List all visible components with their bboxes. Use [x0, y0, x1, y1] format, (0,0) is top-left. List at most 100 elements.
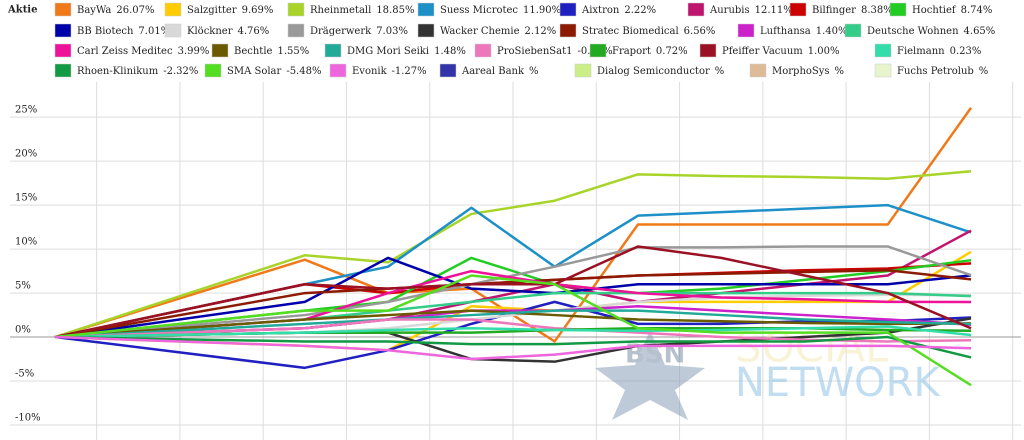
legend-label: BB Biotech 7.01% — [77, 26, 170, 37]
legend-change: -1.27% — [392, 66, 427, 77]
legend-label: Aurubis 12.11% — [709, 5, 793, 16]
legend-swatch — [687, 2, 705, 17]
series-line — [54, 269, 972, 339]
legend-change: % — [529, 66, 539, 77]
legend-label: SMA Solar -5.48% — [227, 66, 321, 77]
series-line — [54, 245, 972, 339]
legend-swatch — [889, 2, 907, 17]
legend-change: 12.11% — [755, 5, 793, 16]
series-line — [54, 335, 972, 361]
legend-swatch — [699, 43, 717, 58]
legend-name: Aixtron — [581, 5, 620, 16]
watermark-line2: NETWORK — [735, 360, 941, 406]
legend-name: Stratec Biomedical — [582, 26, 679, 37]
series-line — [54, 325, 972, 339]
series-line — [54, 309, 972, 339]
legend-change: 1.00% — [808, 46, 840, 57]
legend-name: Suess Microtec — [440, 5, 518, 16]
legend-name: Aareal Bank — [461, 66, 525, 77]
y-tick-label: 20% — [15, 149, 37, 160]
y-tick-label: -5% — [15, 369, 34, 380]
legend-change: 7.03% — [376, 26, 408, 37]
y-tick-label: 15% — [15, 193, 37, 204]
legend-change: -2.32% — [163, 66, 198, 77]
legend-label: Aareal Bank% — [461, 66, 539, 77]
legend-change: 2.22% — [624, 5, 656, 16]
legend-label: Bechtle 1.55% — [234, 46, 309, 57]
legend-change: 1.40% — [816, 26, 848, 37]
legend-swatch — [287, 2, 305, 17]
legend-swatch — [164, 2, 182, 17]
legend-label: Lufthansa 1.40% — [760, 26, 848, 37]
legend-name: Pfeiffer Vacuum — [722, 46, 803, 57]
legend-name: Wacker Chemie — [440, 26, 520, 37]
series-line — [54, 170, 972, 339]
legend-swatch — [474, 43, 492, 58]
grid — [10, 82, 1021, 440]
legend-swatch — [439, 63, 457, 78]
legend-swatch — [417, 2, 435, 17]
legend-label: Suess Microtec 11.90% — [440, 5, 561, 16]
legend-change: 8.38% — [861, 5, 893, 16]
legend-swatch — [874, 43, 892, 58]
legend-label: MorphoSys% — [772, 66, 844, 77]
legend-change: 1.48% — [434, 46, 466, 57]
legend-change: 3.99% — [178, 46, 210, 57]
legend-label: Hochtief 8.74% — [912, 5, 992, 16]
legend-label: Salzgitter 9.69% — [187, 5, 273, 16]
legend-name: Drägerwerk — [310, 26, 372, 37]
y-tick-label: -10% — [15, 413, 41, 424]
series-line — [54, 335, 972, 359]
legend-change: % — [835, 66, 845, 77]
legend-label: Fuchs Petrolub% — [897, 66, 988, 77]
legend-change: 7.01% — [138, 26, 170, 37]
legend-name: Fuchs Petrolub — [897, 66, 974, 77]
legend-name: Lufthansa — [760, 26, 811, 37]
legend-name: Rhoen-Klinikum — [77, 66, 159, 77]
legend-label: Bilfinger 8.38% — [812, 5, 893, 16]
legend-change: 4.76% — [238, 26, 270, 37]
legend-swatch — [324, 43, 342, 58]
legend-swatch — [559, 2, 577, 17]
legend-swatch — [789, 2, 807, 17]
legend-change: 11.90% — [523, 5, 561, 16]
legend-swatch — [749, 63, 767, 78]
series-line — [54, 203, 972, 339]
legend-name: Carl Zeiss Meditec — [77, 46, 173, 57]
legend-name: Hochtief — [912, 5, 957, 16]
legend-name: BB Biotech — [77, 26, 134, 37]
legend-label: Stratec Biomedical 6.56% — [582, 26, 715, 37]
legend-name: Fielmann — [897, 46, 945, 57]
legend-label: Klöckner 4.76% — [187, 26, 269, 37]
legend-name: MorphoSys — [772, 66, 830, 77]
legend-label: Aixtron 2.22% — [581, 5, 656, 16]
legend-name: Klöckner — [187, 26, 233, 37]
legend-swatch — [329, 63, 347, 78]
legend-swatch — [589, 43, 607, 58]
legend-swatch — [54, 2, 72, 17]
legend-change: % — [715, 66, 725, 77]
legend-name: DMG Mori Seiki — [347, 46, 429, 57]
legend-swatch — [164, 23, 182, 38]
legend-change: 26.07% — [116, 5, 154, 16]
legend-swatch — [204, 63, 222, 78]
legend-name: Aurubis — [709, 5, 750, 16]
series-line — [54, 274, 972, 387]
legend-change: % — [979, 66, 989, 77]
legend-change: 4.65% — [964, 26, 996, 37]
legend-label: Evonik -1.27% — [352, 66, 427, 77]
legend-label: Fielmann 0.23% — [897, 46, 981, 57]
legend-name: Rheinmetall — [310, 5, 371, 16]
series-line — [54, 291, 972, 339]
legend-change: 8.74% — [961, 5, 993, 16]
y-tick-label: 0% — [15, 325, 31, 336]
legend-swatch — [54, 63, 72, 78]
legend-label: Rhoen-Klinikum -2.32% — [77, 66, 198, 77]
series-line — [54, 309, 972, 339]
legend-label: Drägerwerk 7.03% — [310, 26, 408, 37]
series-line — [54, 268, 972, 339]
legend-swatch — [737, 23, 755, 38]
series-line — [54, 327, 972, 339]
legend-change: 0.72% — [656, 46, 688, 57]
